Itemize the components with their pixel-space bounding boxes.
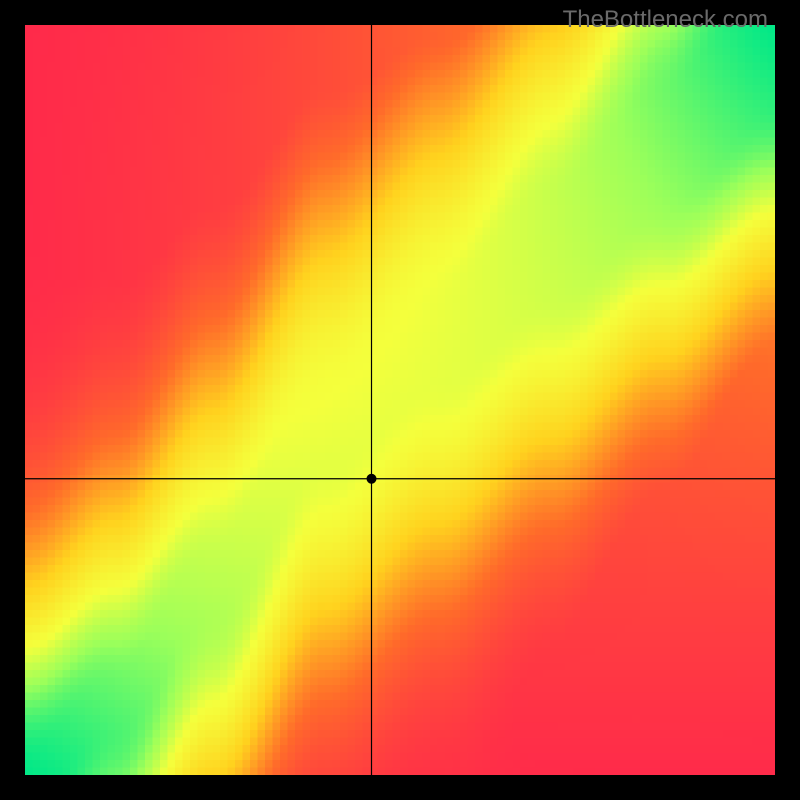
heatmap-canvas (25, 25, 775, 775)
chart-container: TheBottleneck.com (0, 0, 800, 800)
watermark-text: TheBottleneck.com (563, 6, 768, 34)
